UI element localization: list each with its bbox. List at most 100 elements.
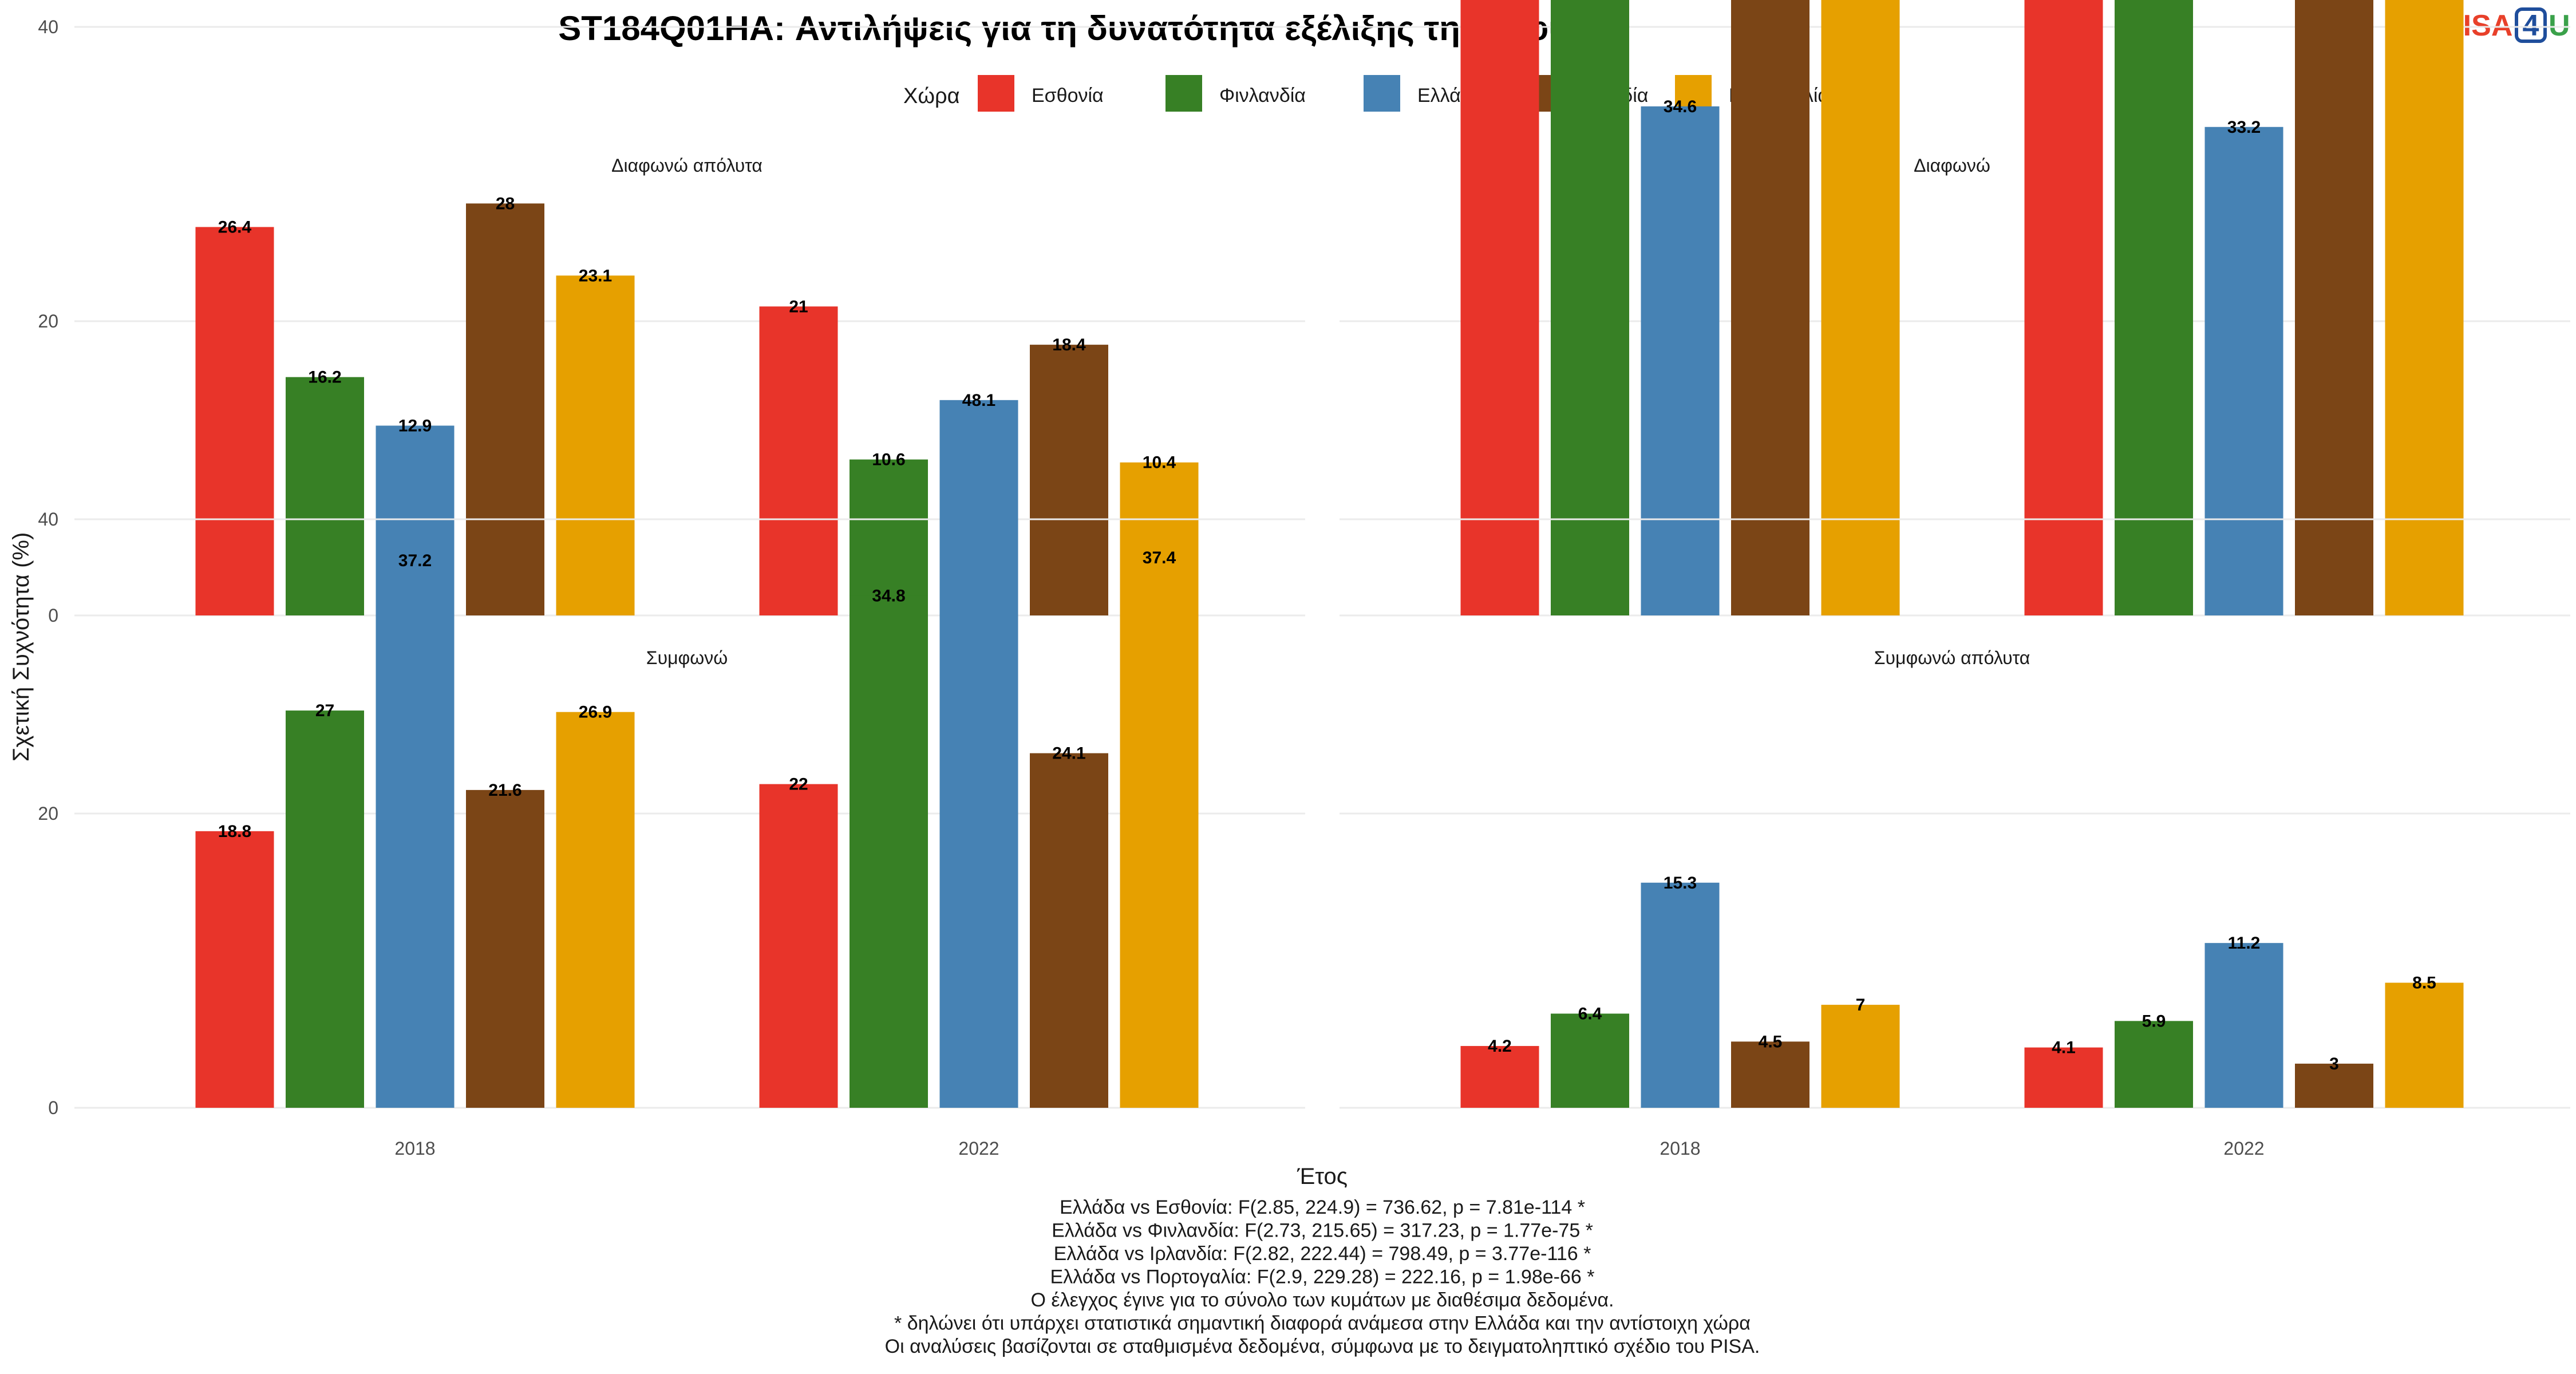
bar-value-label: 24.1 xyxy=(1052,744,1085,763)
bar-value-label: 26.9 xyxy=(579,703,612,722)
bar xyxy=(759,306,838,615)
bar-value-label: 5.9 xyxy=(2142,1012,2166,1030)
legend-swatch xyxy=(978,75,1014,112)
bar xyxy=(2204,127,2283,615)
bar xyxy=(2024,0,2103,615)
logo-text-u: U xyxy=(2549,9,2570,42)
bar xyxy=(556,712,635,1108)
bar-value-label: 34.8 xyxy=(872,587,905,606)
legend-title: Χώρα xyxy=(903,84,960,108)
y-axis-title: Σχετική Συχνότητα (%) xyxy=(9,532,34,762)
bar xyxy=(2295,0,2373,616)
x-tick-label: 2018 xyxy=(394,1138,435,1159)
bar-value-label: 16.2 xyxy=(308,368,341,387)
bar xyxy=(1460,1046,1539,1108)
bar xyxy=(376,560,455,1108)
bar xyxy=(1641,882,1720,1108)
bar-value-label: 10.6 xyxy=(872,451,905,469)
x-axis-title: Έτος xyxy=(1297,1164,1348,1189)
bar xyxy=(2024,1047,2103,1108)
bar-value-label: 23.1 xyxy=(579,266,612,285)
bar-value-label: 11.2 xyxy=(2228,934,2261,953)
facet-panel: Συμφωνώ απόλυτα 4.2 6.4 15.3 4.5 7 2018 4.1 5.9 1… xyxy=(1340,518,2570,1159)
caption-line: Ελλάδα vs Εσθονία: F(2.85, 224.9) = 736.… xyxy=(1060,1197,1585,1218)
bar-value-label: 4.2 xyxy=(1488,1037,1512,1056)
facet-title: Συμφωνώ xyxy=(646,647,728,668)
legend-swatch xyxy=(1675,75,1712,112)
bar xyxy=(759,784,838,1108)
bar xyxy=(556,275,635,616)
bar-value-label: 12.9 xyxy=(398,416,432,435)
caption-line: * δηλώνει ότι υπάρχει στατιστικά σημαντι… xyxy=(894,1313,1751,1334)
bar xyxy=(1731,1041,1809,1108)
y-tick-label: 20 xyxy=(38,803,58,824)
bar xyxy=(1731,0,1809,616)
facet-title: Διαφωνώ xyxy=(1914,155,1990,176)
legend-label: Φινλανδία xyxy=(1219,85,1306,106)
legend-item: Φινλανδία xyxy=(1165,75,1306,112)
bar xyxy=(286,377,364,615)
bar xyxy=(1460,0,1539,616)
facet-title: Συμφωνώ απόλυτα xyxy=(1874,647,2030,668)
bar-value-label: 15.3 xyxy=(1664,874,1697,893)
bar-value-label: 37.4 xyxy=(1143,548,1176,567)
caption: Ελλάδα vs Εσθονία: F(2.85, 224.9) = 736.… xyxy=(885,1197,1760,1357)
bar xyxy=(939,400,1018,1108)
facets: Διαφωνώ απόλυτα0204026.416.212.92823.121… xyxy=(38,0,2570,1159)
logo-text-four: 4 xyxy=(2523,9,2539,42)
x-tick-label: 2022 xyxy=(2223,1138,2264,1159)
bar xyxy=(850,595,928,1108)
caption-line: Ελλάδα vs Πορτογαλία: F(2.9, 229.28) = 2… xyxy=(1050,1266,1595,1288)
legend-label: Εσθονία xyxy=(1032,85,1104,106)
bar-value-label: 10.4 xyxy=(1143,453,1176,472)
logo-box xyxy=(2515,7,2547,43)
facet-panel: Συμφωνώ 0 20 40 18.8 27 37.2 21.6 26.9 2018 22 34.8… xyxy=(38,391,1305,1159)
bar xyxy=(466,203,544,615)
caption-line: Ελλάδα vs Φινλανδία: F(2.73, 215.65) = 3… xyxy=(1052,1220,1593,1242)
caption-line: Ελλάδα vs Ιρλανδία: F(2.82, 222.44) = 79… xyxy=(1054,1243,1591,1265)
bar xyxy=(2385,0,2464,616)
bar-value-label: 48.1 xyxy=(962,391,995,410)
bar xyxy=(2115,0,2193,616)
bar xyxy=(1120,557,1199,1108)
bar xyxy=(466,789,544,1108)
y-tick-label: 0 xyxy=(48,1097,58,1118)
bar xyxy=(1821,1005,1900,1108)
bar-value-label: 33.2 xyxy=(2227,118,2261,137)
bar-value-label: 27 xyxy=(315,701,334,720)
caption-line: Ο έλεγχος έγινε για το σύνολο των κυμάτω… xyxy=(1031,1289,1614,1311)
facet-panel: Διαφωνώ απόλυτα 0 20 40 26.4 16.2 12.9 28 23.1 21… xyxy=(38,17,1305,626)
bar xyxy=(850,459,928,615)
bar xyxy=(1030,345,1108,615)
bar xyxy=(1821,0,1900,616)
bar xyxy=(195,831,274,1108)
bar xyxy=(1030,753,1108,1108)
y-tick-label: 40 xyxy=(38,17,58,37)
bar-value-label: 34.6 xyxy=(1664,97,1697,116)
bar-value-label: 18.8 xyxy=(218,822,251,841)
caption-line: Οι αναλύσεις βασίζονται σε σταθμισμένα δ… xyxy=(885,1336,1760,1357)
bar-value-label: 21 xyxy=(789,297,808,316)
chart-title: ST184Q01HA: Αντιλήψεις για τη δυνατότητα… xyxy=(558,9,1617,48)
bar-value-label: 21.6 xyxy=(488,781,521,800)
bar xyxy=(1641,106,1720,615)
bar-value-label: 7 xyxy=(1856,996,1866,1014)
legend-item: Εσθονία xyxy=(978,75,1104,112)
bar xyxy=(2385,982,2464,1108)
bar-value-label: 26.4 xyxy=(218,218,252,237)
bar-value-label: 3 xyxy=(2329,1055,2339,1073)
bar xyxy=(286,710,364,1108)
bar xyxy=(195,227,274,615)
facet-title: Διαφωνώ απόλυτα xyxy=(611,155,762,176)
x-tick-label: 2018 xyxy=(1660,1138,1700,1159)
bar xyxy=(2204,943,2283,1108)
y-tick-label: 20 xyxy=(38,311,58,331)
bar-value-label: 8.5 xyxy=(2412,974,2436,993)
legend-swatch xyxy=(1165,75,1202,112)
bar-value-label: 4.1 xyxy=(2052,1039,2076,1057)
bar-value-label: 37.2 xyxy=(398,551,432,570)
x-tick-label: 2022 xyxy=(958,1138,999,1159)
y-tick-label: 0 xyxy=(48,605,58,626)
bar xyxy=(1551,1013,1629,1108)
